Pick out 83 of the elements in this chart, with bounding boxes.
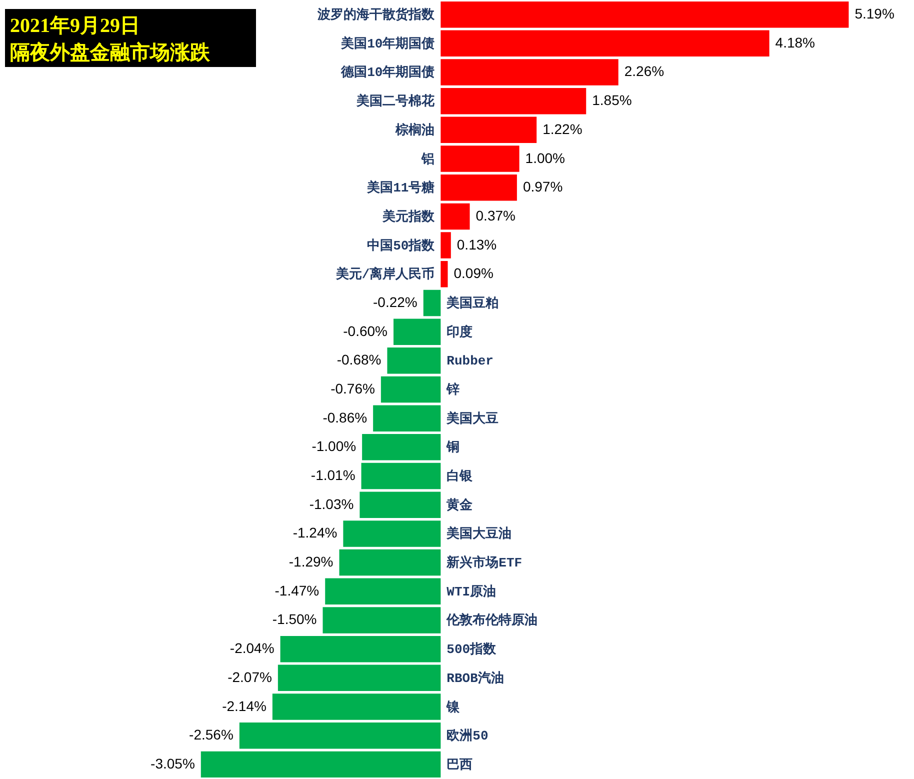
y-tick-label: 印度 [446, 324, 473, 340]
data-label: -0.68% [336, 352, 382, 368]
bar [440, 261, 448, 288]
bar [360, 492, 441, 518]
y-tick-label: 铝 [420, 152, 435, 167]
y-tick-label: 美国大豆 [446, 410, 499, 426]
y-tick-label: 美元指数 [382, 208, 436, 224]
y-tick-label: 美国豆粕 [446, 294, 499, 311]
y-tick-label: 巴西 [446, 757, 473, 772]
data-label: -1.00% [312, 438, 356, 454]
data-label: 5.19% [854, 6, 894, 22]
y-tick-label: RBOB汽油 [446, 670, 504, 686]
data-label: 0.97% [522, 178, 563, 195]
bar [278, 664, 441, 692]
bar [200, 751, 441, 778]
bar [380, 376, 441, 403]
y-tick-label: 棕榈油 [394, 122, 435, 138]
data-label: 0.09% [454, 265, 494, 282]
y-tick-label: 铜 [446, 440, 460, 456]
y-tick-label: 美元/离岸人民币 [334, 266, 435, 282]
bar [272, 694, 441, 720]
data-label: 2.26% [624, 63, 664, 80]
y-tick-label: 黄金 [446, 498, 474, 513]
data-label: 1.22% [542, 120, 582, 137]
bar [440, 232, 451, 258]
data-label: -0.22% [373, 294, 418, 310]
bar [343, 520, 441, 547]
y-tick-label: 美国二号棉花 [356, 93, 436, 110]
bar [440, 116, 537, 144]
bar [322, 607, 441, 634]
data-label: -3.05% [150, 755, 195, 772]
bar [440, 146, 520, 172]
bar [387, 348, 441, 374]
y-tick-label: 美国10年期国债 [340, 35, 435, 52]
data-label: -0.60% [343, 322, 388, 339]
bar [280, 636, 441, 662]
bar [440, 59, 618, 86]
data-label: -0.86% [322, 409, 368, 426]
bar [362, 434, 441, 460]
bar [394, 318, 441, 345]
bar [440, 88, 586, 114]
data-label: -1.50% [272, 611, 317, 628]
data-label: 4.18% [775, 34, 816, 50]
bar [440, 174, 517, 201]
text: 2021年9月29日 [10, 15, 140, 37]
y-tick-label: 伦敦布伦特原油 [446, 612, 538, 628]
bar [373, 405, 441, 432]
y-tick-label: 美国11号糖 [366, 180, 435, 196]
data-label: -1.03% [309, 496, 354, 512]
text: 隔夜外盘金融市场涨跌 [10, 41, 211, 64]
y-tick-label: 中国50指数 [367, 238, 436, 254]
y-tick-label: 500指数 [446, 642, 498, 658]
y-tick-label: 白银 [446, 469, 474, 484]
y-tick-label: 镍 [446, 700, 461, 715]
data-label: -0.76% [330, 380, 375, 396]
y-tick-label: 波罗的海干散货指数 [316, 6, 436, 23]
data-label: -1.24% [292, 524, 338, 541]
bar [440, 30, 770, 57]
data-label: -1.29% [288, 554, 334, 570]
data-label: -2.56% [189, 726, 234, 743]
bar [423, 290, 441, 316]
y-tick-label: 美国大豆油 [446, 526, 512, 542]
data-label: 1.00% [525, 150, 565, 166]
data-label: -1.01% [310, 467, 356, 484]
y-tick-label: 欧洲50 [446, 728, 488, 744]
bar [239, 722, 441, 749]
bar [440, 1, 849, 28]
data-label: 0.13% [456, 236, 497, 252]
data-label: -2.07% [228, 668, 272, 685]
bar [361, 462, 441, 490]
y-tick-label: Rubber [446, 354, 494, 369]
y-tick-label: 德国10年期国债 [340, 65, 435, 80]
data-label: -1.47% [274, 582, 320, 598]
data-label: 0.37% [476, 207, 516, 224]
y-tick-label: 锌 [446, 382, 460, 398]
bar [339, 549, 441, 576]
bar [325, 578, 441, 605]
data-label: -2.04% [230, 640, 274, 656]
bar [440, 203, 470, 230]
data-label: 1.85% [592, 92, 632, 108]
y-tick-label: WTI原油 [446, 584, 496, 600]
data-label: -2.14% [222, 698, 266, 714]
y-tick-label: 新兴市场ETF [446, 554, 522, 571]
